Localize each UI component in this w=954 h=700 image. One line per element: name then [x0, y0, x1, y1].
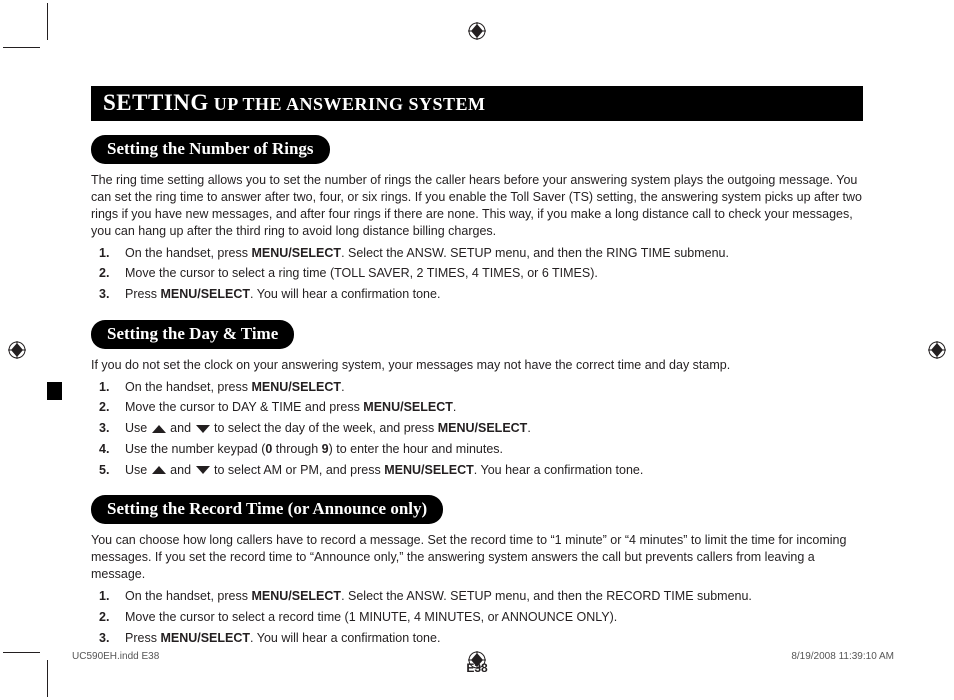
text: Move the cursor to select a ring time (T… — [125, 266, 598, 280]
up-arrow-icon — [152, 466, 166, 474]
section-intro: If you do not set the clock on your answ… — [91, 357, 863, 374]
step-item: Press MENU/SELECT. You will hear a confi… — [125, 285, 863, 304]
section-header-pill: Setting the Record Time (or Announce onl… — [91, 495, 443, 524]
bold-text: MENU/SELECT — [384, 463, 474, 477]
text: ) to enter the hour and minutes. — [329, 442, 503, 456]
registration-mark-icon — [468, 22, 486, 40]
text: . — [527, 421, 530, 435]
section-header-pill: Setting the Number of Rings — [91, 135, 330, 164]
footer-timestamp: 8/19/2008 11:39:10 AM — [791, 651, 894, 662]
thumb-tab — [47, 382, 62, 400]
steps-list: On the handset, press MENU/SELECT. Selec… — [91, 244, 863, 304]
text: Use — [125, 421, 151, 435]
bold-text: MENU/SELECT — [438, 421, 528, 435]
text: . Select the ANSW. SETUP menu, and then … — [341, 246, 729, 260]
bold-text: MENU/SELECT — [251, 589, 341, 603]
text: . You hear a confirmation tone. — [474, 463, 644, 477]
bold-text: MENU/SELECT — [160, 287, 250, 301]
text: through — [272, 442, 321, 456]
bold-text: 9 — [322, 442, 329, 456]
text: . — [453, 400, 456, 414]
step-item: Use and to select AM or PM, and press ME… — [125, 461, 863, 480]
text: Press — [125, 287, 160, 301]
header-rest: UP THE ANSWERING SYSTEM — [209, 94, 486, 114]
down-arrow-icon — [196, 425, 210, 433]
step-item: Use the number keypad (0 through 9) to e… — [125, 440, 863, 459]
bold-text: MENU/SELECT — [363, 400, 453, 414]
step-item: Press MENU/SELECT. You will hear a confi… — [125, 629, 863, 648]
text: Move the cursor to DAY & TIME and press — [125, 400, 363, 414]
section-header-pill: Setting the Day & Time — [91, 320, 294, 349]
text: . You will hear a confirmation tone. — [250, 631, 440, 645]
registration-mark-icon — [8, 341, 26, 359]
text: Use the number keypad ( — [125, 442, 265, 456]
bold-text: MENU/SELECT — [251, 380, 341, 394]
bold-text: MENU/SELECT — [160, 631, 250, 645]
text: to select AM or PM, and press — [211, 463, 385, 477]
down-arrow-icon — [196, 466, 210, 474]
footer-file: UC590EH.indd E38 — [72, 651, 159, 662]
page-content: SETTING UP THE ANSWERING SYSTEM Setting … — [91, 86, 863, 675]
main-header: SETTING UP THE ANSWERING SYSTEM — [91, 86, 863, 121]
text: On the handset, press — [125, 380, 251, 394]
text: On the handset, press — [125, 589, 251, 603]
text: Press — [125, 631, 160, 645]
text: . You will hear a confirmation tone. — [250, 287, 440, 301]
bold-text: MENU/SELECT — [251, 246, 341, 260]
up-arrow-icon — [152, 425, 166, 433]
steps-list: On the handset, press MENU/SELECT. Selec… — [91, 587, 863, 647]
step-item: Move the cursor to DAY & TIME and press … — [125, 398, 863, 417]
text: On the handset, press — [125, 246, 251, 260]
step-item: On the handset, press MENU/SELECT. — [125, 378, 863, 397]
text: Use — [125, 463, 151, 477]
text: and — [167, 463, 195, 477]
print-footer: UC590EH.indd E38 8/19/2008 11:39:10 AM — [72, 651, 894, 662]
step-item: Use and to select the day of the week, a… — [125, 419, 863, 438]
text: . — [341, 380, 344, 394]
registration-mark-icon — [928, 341, 946, 359]
step-item: Move the cursor to select a record time … — [125, 608, 863, 627]
section-intro: The ring time setting allows you to set … — [91, 172, 863, 240]
text: Move the cursor to select a record time … — [125, 610, 617, 624]
step-item: Move the cursor to select a ring time (T… — [125, 264, 863, 283]
text: to select the day of the week, and press — [211, 421, 438, 435]
steps-list: On the handset, press MENU/SELECT.Move t… — [91, 378, 863, 480]
step-item: On the handset, press MENU/SELECT. Selec… — [125, 244, 863, 263]
text: and — [167, 421, 195, 435]
page-number: E38 — [91, 661, 863, 675]
text: . Select the ANSW. SETUP menu, and then … — [341, 589, 752, 603]
header-big: SETTING — [103, 90, 209, 115]
section-intro: You can choose how long callers have to … — [91, 532, 863, 583]
step-item: On the handset, press MENU/SELECT. Selec… — [125, 587, 863, 606]
